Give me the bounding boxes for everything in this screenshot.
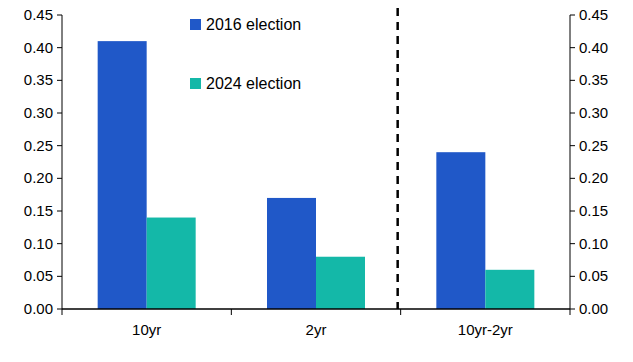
y-tick [57, 276, 62, 277]
y-tick-label: 0.35 [24, 71, 53, 88]
bar [316, 257, 365, 309]
y-tick [57, 47, 62, 48]
y2-axis [570, 15, 571, 309]
y2-tick [570, 145, 575, 146]
y2-tick [570, 211, 575, 212]
y2-tick [570, 309, 575, 310]
x-tick [400, 309, 401, 315]
bar [267, 198, 316, 309]
y-axis [62, 15, 63, 309]
y2-tick-label: 0.35 [579, 71, 608, 88]
y2-tick-label: 0.40 [579, 39, 608, 56]
y2-tick [570, 243, 575, 244]
bar [98, 41, 147, 309]
bar [436, 152, 485, 309]
bars [98, 41, 535, 309]
y-tick [57, 178, 62, 179]
legend-swatch [190, 19, 201, 30]
x-axis [62, 308, 570, 310]
y-tick [57, 211, 62, 212]
y2-tick [570, 276, 575, 277]
y-tick-label: 0.05 [24, 267, 53, 284]
y-tick-label: 0.20 [24, 169, 53, 186]
y2-tick-label: 0.25 [579, 137, 608, 154]
legend-label: 2024 election [206, 75, 301, 92]
y2-tick-label: 0.15 [579, 202, 608, 219]
y2-tick-label: 0.00 [579, 300, 608, 317]
y-tick-label: 0.25 [24, 137, 53, 154]
y-tick [57, 15, 62, 16]
y2-tick [570, 15, 575, 16]
chart: 0.00 0.05 0.10 0.15 0.20 0.25 0.30 0.35 0.40 0.45… [0, 0, 633, 362]
bar [485, 270, 534, 309]
y-tick-label: 0.00 [24, 300, 53, 317]
y-tick [57, 113, 62, 114]
y2-tick [570, 47, 575, 48]
legend-label: 2016 election [206, 16, 301, 33]
x-tick-label: 2yr [306, 321, 327, 338]
x-tick-label: 10yr-2yr [458, 321, 513, 338]
y-tick-label: 0.10 [24, 235, 53, 252]
y-tick-label: 0.40 [24, 39, 53, 56]
y-tick [57, 309, 62, 310]
y-tick [57, 243, 62, 244]
legend-swatch [190, 78, 201, 89]
y2-tick-label: 0.30 [579, 104, 608, 121]
y-tick-label: 0.15 [24, 202, 53, 219]
y-tick-label: 0.45 [24, 6, 53, 23]
separator [396, 8, 399, 309]
y2-tick [570, 178, 575, 179]
y2-tick-label: 0.10 [579, 235, 608, 252]
y-tick-label: 0.30 [24, 104, 53, 121]
y2-tick-label: 0.45 [579, 6, 608, 23]
x-tick [231, 309, 232, 315]
y2-tick-label: 0.05 [579, 267, 608, 284]
y-tick [57, 145, 62, 146]
x-tick [62, 309, 63, 315]
y2-tick [570, 113, 575, 114]
bar [147, 218, 196, 309]
y-tick [57, 80, 62, 81]
y2-tick [570, 80, 575, 81]
x-tick [570, 309, 571, 315]
x-tick-label: 10yr [132, 321, 161, 338]
y2-tick-label: 0.20 [579, 169, 608, 186]
